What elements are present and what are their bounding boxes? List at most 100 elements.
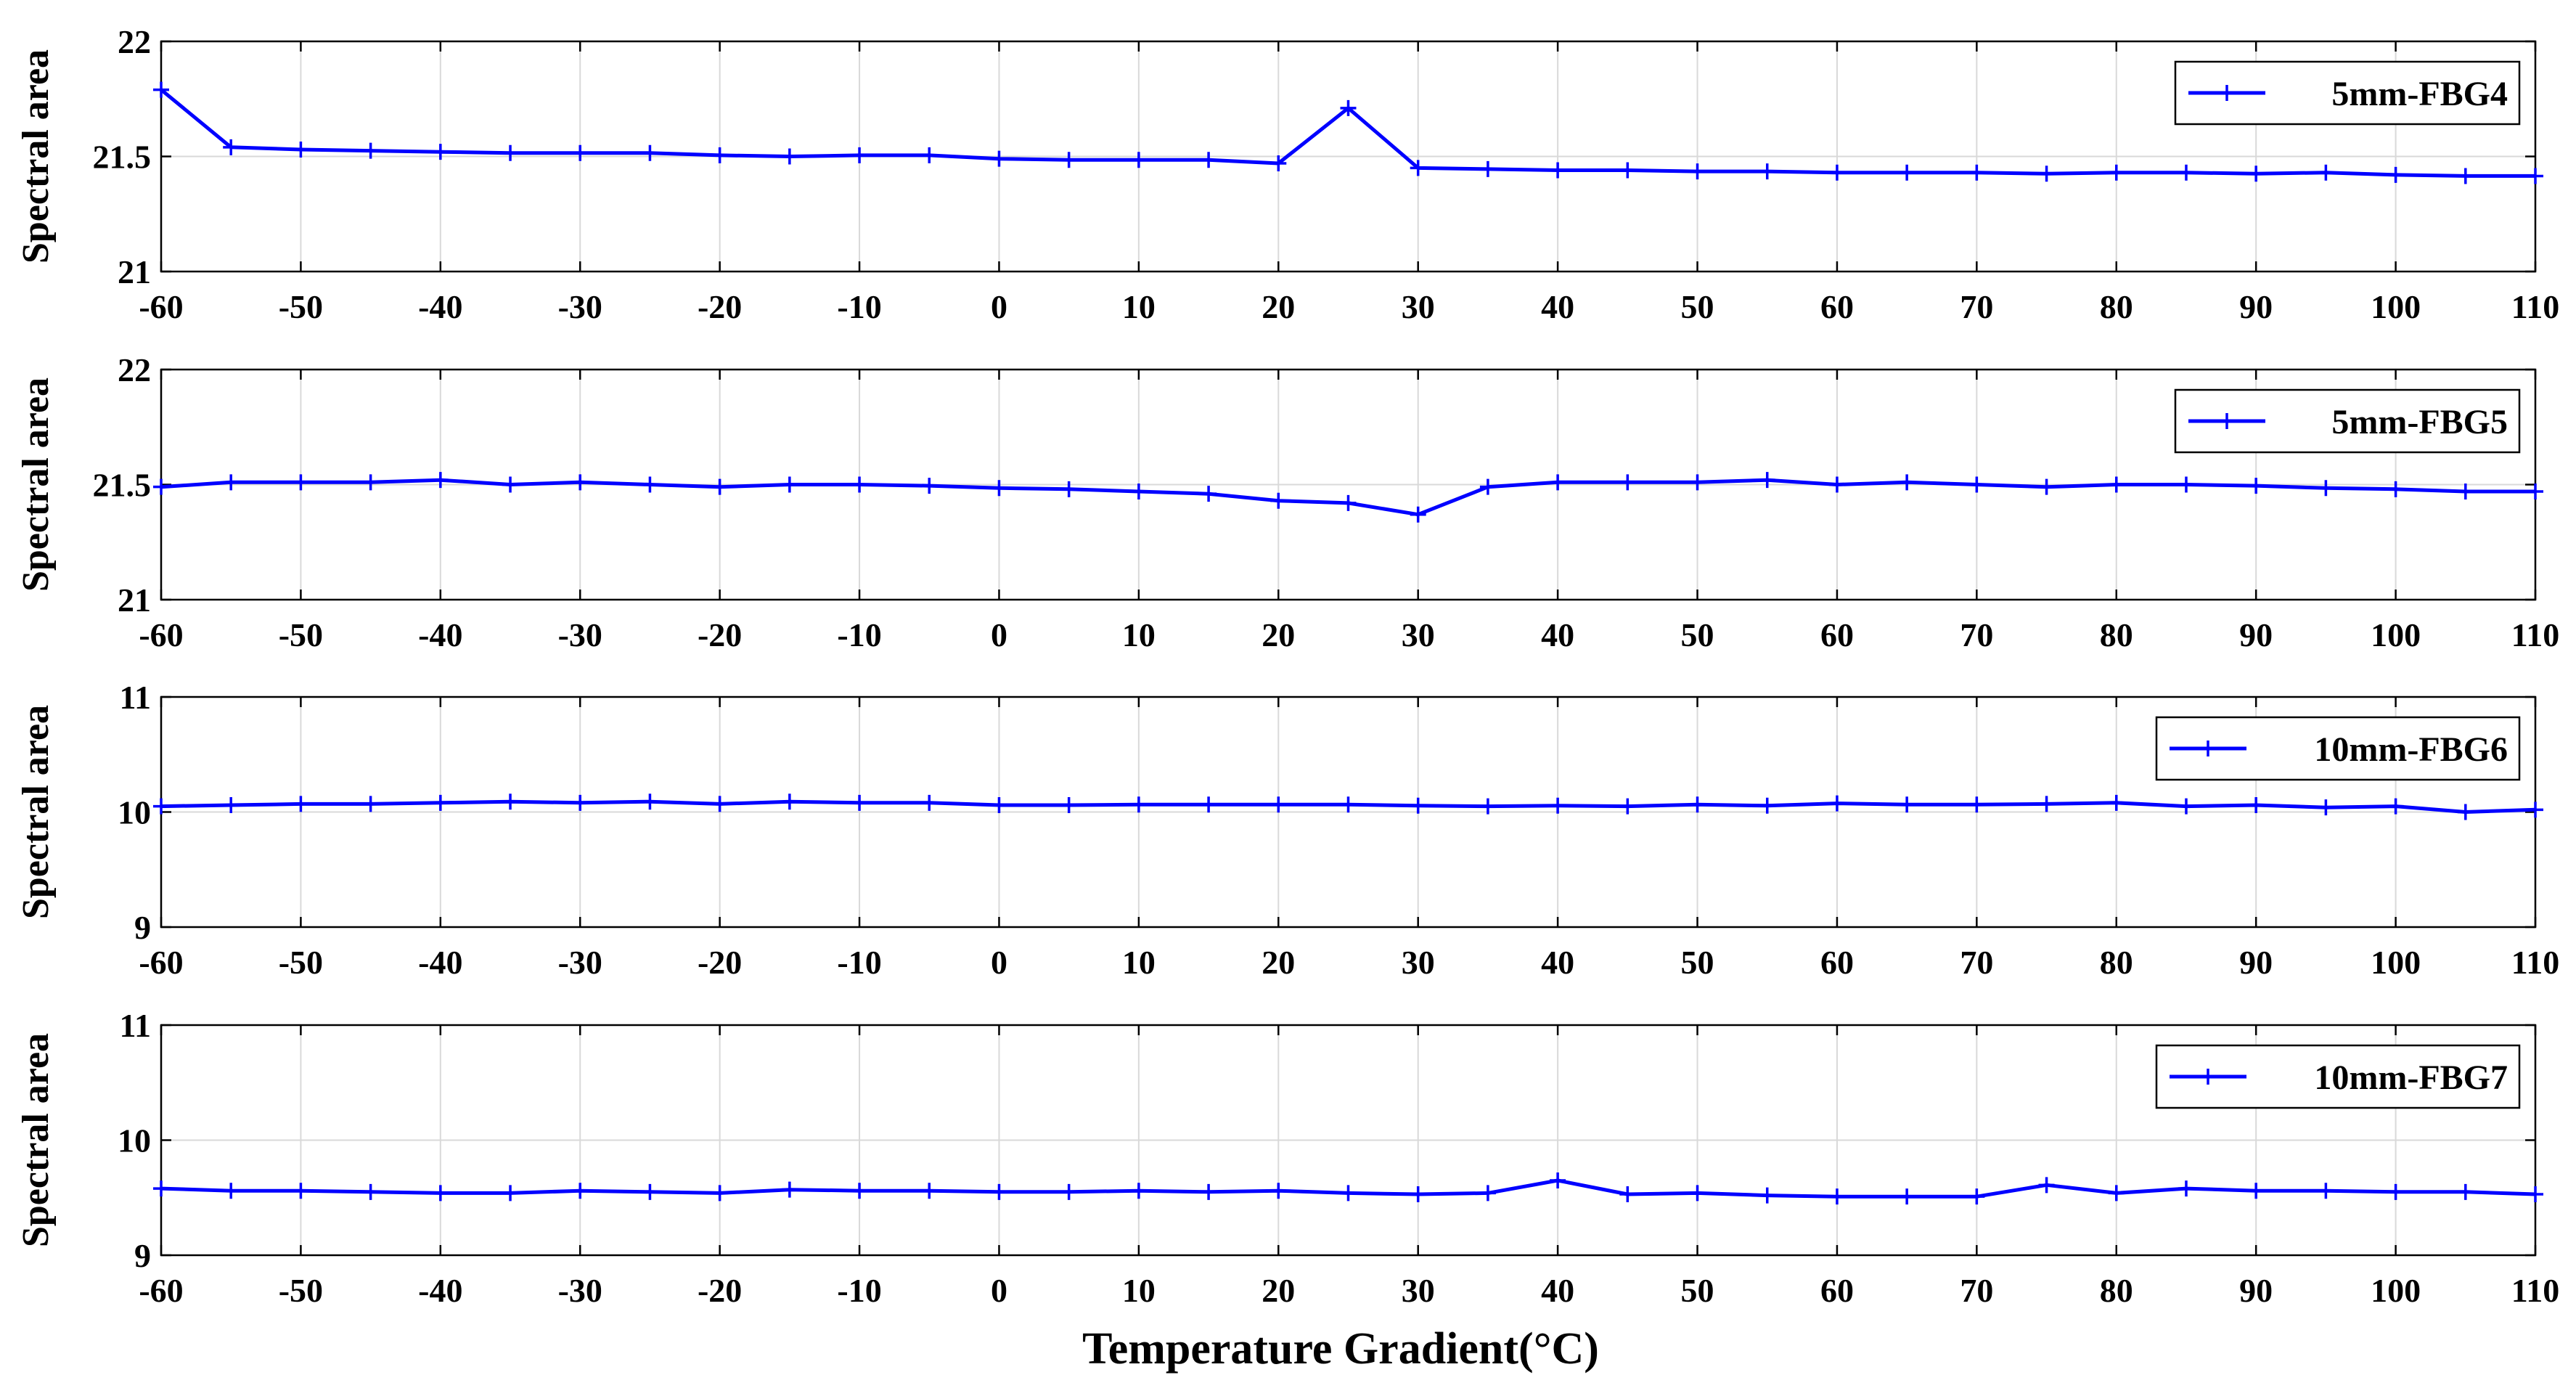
data-point bbox=[2248, 166, 2265, 182]
data-point bbox=[1130, 796, 1147, 813]
data-point bbox=[153, 798, 169, 815]
data-point bbox=[2318, 1183, 2334, 1199]
data-point bbox=[2318, 164, 2334, 181]
data-point bbox=[1340, 796, 1357, 813]
x-tick-label: 40 bbox=[1541, 944, 1574, 981]
data-point bbox=[1270, 155, 1287, 172]
panels: -60 -50 -40 -30 -20 -10 0 10 20 30 40 50 60 70 80 90 100… bbox=[15, 23, 2559, 1309]
data-point bbox=[362, 1183, 379, 1200]
x-tick-label: 30 bbox=[1402, 1272, 1435, 1309]
data-point bbox=[2108, 794, 2125, 811]
x-tick-label: 80 bbox=[2100, 1272, 2133, 1309]
data-point bbox=[2038, 1177, 2055, 1194]
data-point bbox=[502, 476, 519, 493]
data-point bbox=[1340, 1185, 1357, 1202]
legend-marker bbox=[2219, 413, 2235, 429]
y-tick-label: 22 bbox=[118, 351, 151, 388]
y-axis-label: Spectral area bbox=[15, 705, 57, 919]
data-point bbox=[223, 139, 240, 155]
data-point bbox=[1550, 474, 1566, 491]
data-point bbox=[1410, 506, 1426, 523]
data-point bbox=[1759, 472, 1775, 489]
data-point bbox=[2527, 801, 2543, 818]
y-tick-label: 9 bbox=[134, 909, 151, 946]
data-point bbox=[1550, 162, 1566, 179]
data-point bbox=[1340, 494, 1357, 511]
data-point bbox=[2248, 478, 2265, 494]
data-point bbox=[851, 476, 868, 493]
data-point bbox=[2108, 1185, 2125, 1202]
x-tick-label: 10 bbox=[1122, 1272, 1156, 1309]
data-point bbox=[1201, 152, 1217, 168]
data-point bbox=[293, 474, 309, 491]
data-point bbox=[2108, 476, 2125, 493]
x-tick-label: 20 bbox=[1262, 944, 1295, 981]
y-tick-label: 21 bbox=[118, 253, 151, 290]
data-point bbox=[642, 144, 658, 161]
y-tick-label: 21 bbox=[118, 582, 151, 619]
data-point bbox=[1479, 478, 1496, 495]
y-axis-label: Spectral area bbox=[15, 378, 57, 592]
data-point bbox=[1828, 476, 1845, 493]
data-point bbox=[502, 144, 519, 161]
data-point bbox=[1550, 1172, 1566, 1188]
x-tick-label: 70 bbox=[1960, 288, 1993, 325]
x-tick-label: 70 bbox=[1960, 944, 1993, 981]
data-point bbox=[1899, 164, 1915, 181]
data-point bbox=[711, 1185, 728, 1202]
data-point bbox=[1270, 492, 1287, 509]
data-point bbox=[1619, 162, 1636, 179]
data-point bbox=[642, 1183, 658, 1200]
x-tick-label: -60 bbox=[139, 944, 183, 981]
x-tick-label: 30 bbox=[1402, 288, 1435, 325]
x-tick-label: 30 bbox=[1402, 944, 1435, 981]
data-point bbox=[642, 794, 658, 810]
data-point bbox=[293, 141, 309, 158]
x-tick-label: 40 bbox=[1541, 288, 1574, 325]
data-point bbox=[2457, 484, 2474, 500]
data-point bbox=[642, 476, 658, 493]
data-point bbox=[1479, 798, 1496, 815]
x-axis-label: Temperature Gradient(°C) bbox=[1082, 1324, 1599, 1374]
x-tick-label: 60 bbox=[1820, 288, 1854, 325]
data-point bbox=[1060, 1183, 1077, 1200]
data-point bbox=[1550, 797, 1566, 814]
data-point bbox=[781, 1181, 798, 1198]
x-tick-label: -50 bbox=[279, 944, 323, 981]
x-tick-label: 10 bbox=[1122, 944, 1156, 981]
data-point bbox=[1130, 152, 1147, 168]
data-point bbox=[1060, 152, 1077, 168]
data-point bbox=[153, 478, 169, 495]
data-point bbox=[1828, 164, 1845, 181]
x-tick-label: 80 bbox=[2100, 944, 2133, 981]
data-point bbox=[1899, 796, 1915, 813]
x-tick-label: -40 bbox=[418, 1272, 462, 1309]
data-point bbox=[362, 796, 379, 812]
data-point bbox=[851, 794, 868, 811]
data-point bbox=[362, 474, 379, 491]
data-point bbox=[572, 474, 589, 491]
data-point bbox=[781, 476, 798, 493]
data-point bbox=[1340, 99, 1357, 116]
data-point bbox=[2178, 476, 2194, 493]
data-point bbox=[1130, 484, 1147, 500]
legend-marker bbox=[2200, 741, 2216, 756]
data-point bbox=[1060, 481, 1077, 497]
x-tick-label: 90 bbox=[2239, 288, 2273, 325]
data-point bbox=[432, 472, 449, 489]
data-point bbox=[1968, 1188, 1985, 1205]
data-point bbox=[1689, 1185, 1706, 1202]
x-tick-label: 80 bbox=[2100, 616, 2133, 653]
data-point bbox=[293, 1183, 309, 1199]
data-point bbox=[1759, 797, 1775, 814]
data-point bbox=[991, 480, 1007, 497]
x-tick-label: 40 bbox=[1541, 616, 1574, 653]
x-tick-label: 70 bbox=[1960, 1272, 1993, 1309]
data-point bbox=[572, 794, 589, 811]
x-tick-label: 100 bbox=[2371, 944, 2421, 981]
data-point bbox=[711, 796, 728, 812]
data-point bbox=[1201, 486, 1217, 502]
x-tick-label: 40 bbox=[1541, 1272, 1574, 1309]
data-point bbox=[432, 1185, 449, 1202]
x-tick-label: -40 bbox=[418, 288, 462, 325]
